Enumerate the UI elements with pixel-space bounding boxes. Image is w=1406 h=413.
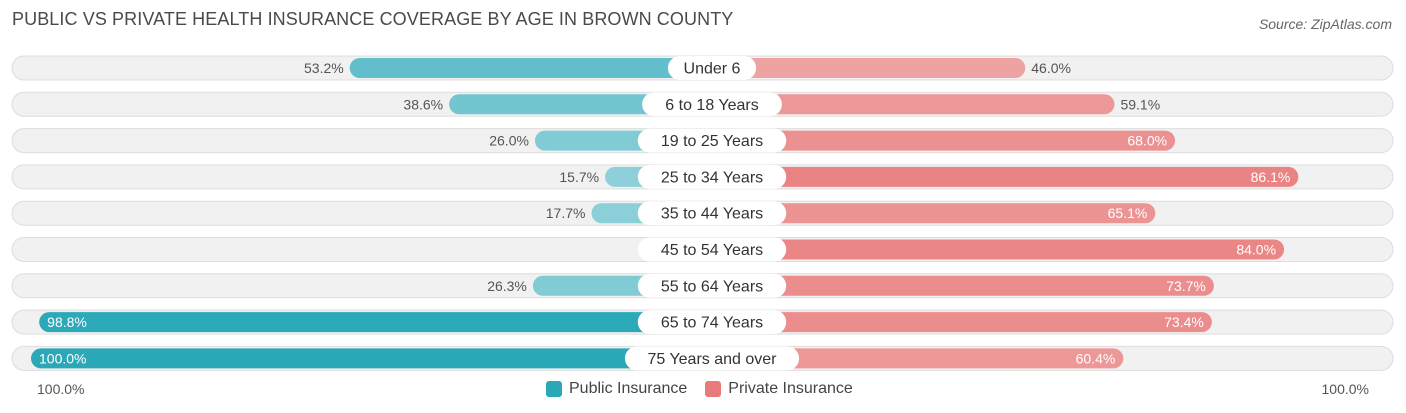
public-swatch-icon bbox=[546, 381, 562, 397]
public-value-label: 17.7% bbox=[546, 205, 586, 221]
category-pill bbox=[637, 273, 787, 298]
legend-private-label: Private Insurance bbox=[728, 380, 853, 397]
category-label: 55 to 64 Years bbox=[661, 278, 763, 295]
private-bar bbox=[712, 239, 1285, 260]
public-value-label: 26.0% bbox=[489, 133, 529, 149]
public-value-label: 100.0% bbox=[39, 350, 86, 366]
private-value-label: 46.0% bbox=[1031, 60, 1071, 76]
public-value-label: 26.3% bbox=[487, 278, 527, 294]
category-label: 25 to 34 Years bbox=[661, 169, 763, 186]
private-bar bbox=[712, 275, 1214, 296]
legend: Public Insurance Private Insurance bbox=[546, 380, 871, 398]
category-label: Under 6 bbox=[684, 61, 741, 78]
chart-title: PUBLIC VS PRIVATE HEALTH INSURANCE COVER… bbox=[12, 9, 734, 29]
public-bar bbox=[349, 58, 712, 78]
private-value-label: 65.1% bbox=[1108, 205, 1148, 221]
private-value-label: 68.0% bbox=[1127, 133, 1167, 149]
legend-item-private[interactable]: Private Insurance bbox=[705, 380, 853, 398]
private-value-label: 84.0% bbox=[1236, 242, 1276, 258]
category-pill bbox=[667, 56, 757, 80]
category-label: 35 to 44 Years bbox=[661, 206, 763, 223]
category-label: 6 to 18 Years bbox=[665, 97, 758, 114]
private-bar bbox=[712, 348, 1124, 369]
public-bar bbox=[31, 348, 712, 369]
category-label: 19 to 25 Years bbox=[661, 133, 763, 150]
category-pill bbox=[637, 237, 787, 262]
private-value-label: 60.4% bbox=[1076, 350, 1116, 366]
public-value-label: 15.7% bbox=[559, 169, 599, 185]
private-bar bbox=[712, 312, 1212, 333]
private-bar bbox=[712, 166, 1299, 187]
category-pill bbox=[624, 346, 800, 371]
legend-public-label: Public Insurance bbox=[569, 380, 688, 397]
private-value-label: 86.1% bbox=[1251, 169, 1291, 185]
private-bar bbox=[712, 58, 1026, 78]
category-label: 65 to 74 Years bbox=[661, 315, 763, 332]
private-bar bbox=[712, 94, 1115, 115]
private-value-label: 73.7% bbox=[1166, 278, 1206, 294]
axis-left-label: 100.0% bbox=[37, 381, 85, 397]
public-bar bbox=[39, 312, 713, 333]
private-value-label: 59.1% bbox=[1120, 96, 1160, 112]
category-pill bbox=[642, 92, 782, 117]
category-label: 45 to 54 Years bbox=[661, 242, 763, 259]
legend-item-public[interactable]: Public Insurance bbox=[546, 380, 687, 398]
category-pill bbox=[637, 128, 787, 153]
category-label: 75 Years and over bbox=[648, 351, 778, 368]
category-pill bbox=[637, 164, 787, 189]
source-label: Source: ZipAtlas.com bbox=[1258, 16, 1392, 32]
private-bar bbox=[712, 203, 1156, 224]
public-value-label: 38.6% bbox=[403, 96, 443, 112]
public-value-label: 98.8% bbox=[47, 314, 87, 330]
private-value-label: 73.4% bbox=[1164, 314, 1204, 330]
category-pill bbox=[637, 310, 787, 335]
category-pill bbox=[637, 201, 787, 226]
private-swatch-icon bbox=[705, 381, 722, 397]
axis-right-label: 100.0% bbox=[1321, 381, 1369, 397]
private-bar bbox=[712, 130, 1176, 151]
public-value-label: 53.2% bbox=[304, 60, 344, 76]
